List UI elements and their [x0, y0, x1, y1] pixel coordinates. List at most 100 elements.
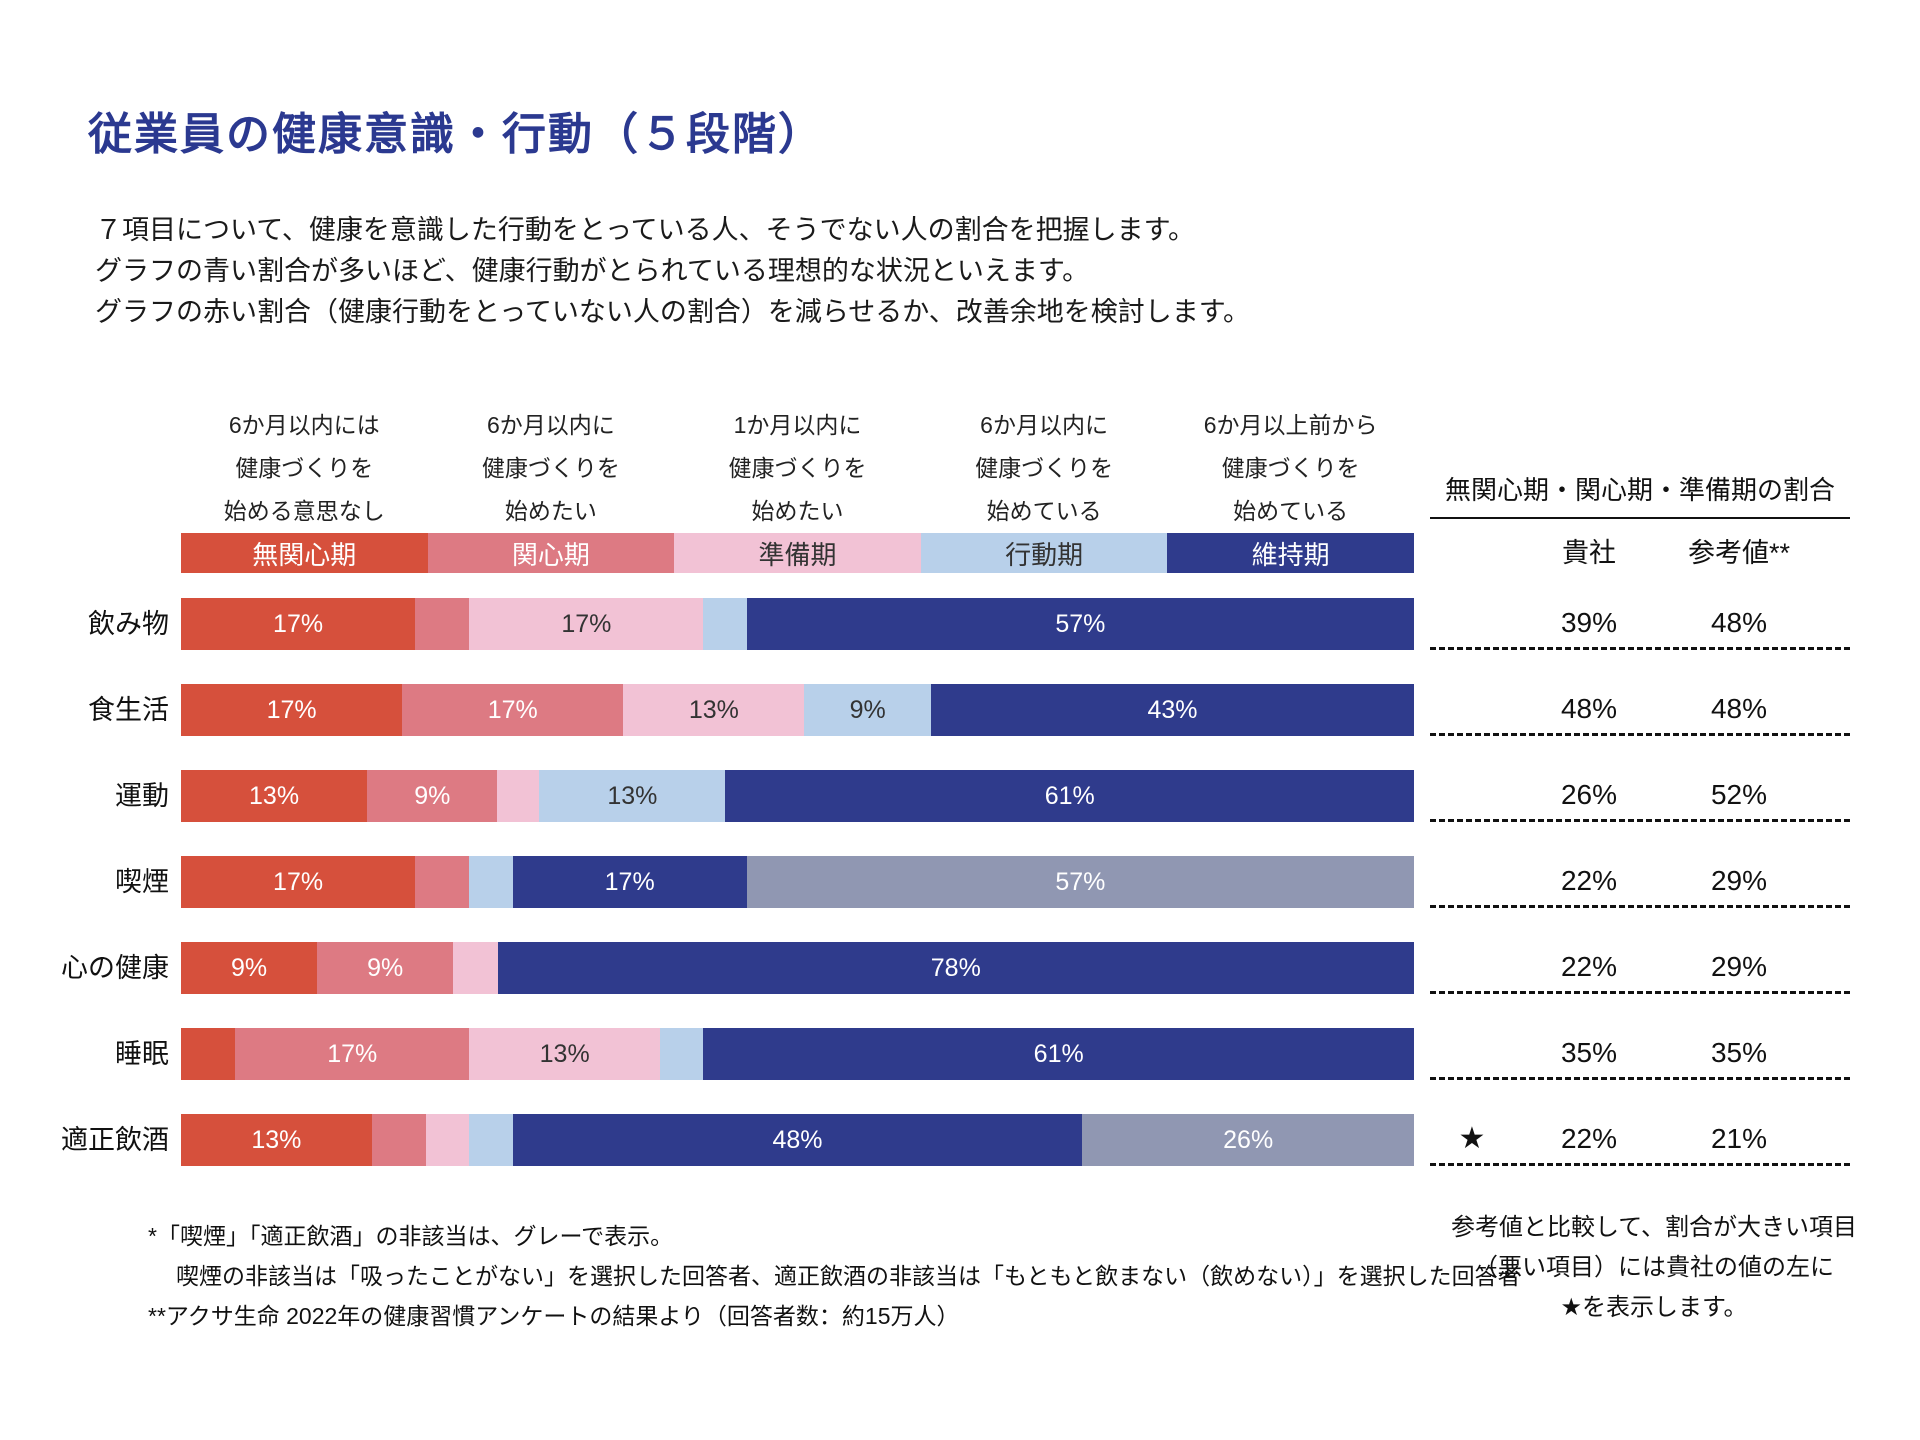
company-value: 35% — [1560, 1036, 1618, 1068]
star-note: 参考値と比較して、割合が大きい項目 （悪い項目）には貴社の値の左に ★を表示しま… — [1442, 1208, 1866, 1328]
bar-segment-kodoki — [660, 1028, 704, 1080]
company-column-label: 貴社 — [1562, 538, 1616, 568]
description-line: ７項目について、健康を意識した行動をとっている人、そうでない人の割合を把握します… — [95, 215, 1195, 245]
reference-value: 29% — [1710, 950, 1768, 982]
stacked-bar: 17% 17% 57% — [181, 856, 1415, 908]
company-value: 22% — [1560, 1122, 1618, 1154]
row-values: 48% 48% — [1430, 684, 1850, 736]
category-label: 喫煙 — [115, 867, 169, 897]
bar-segment-ijiki: 78% — [497, 942, 1414, 994]
bar-segment-kanshinki: 17% — [235, 1028, 470, 1080]
stage-header-line: 健康づくりを — [481, 455, 620, 481]
stage-header: 1か月以内に 健康づくりを 始めたい — [674, 404, 921, 533]
bar-segment-kanshinki: 17% — [402, 684, 624, 736]
stage-header-line: 始めたい — [504, 498, 597, 524]
chart-row: 運動 13% 9% 13% 61% 26% 52% — [0, 770, 1920, 822]
reference-column-label: 参考値** — [1687, 538, 1790, 568]
stage-header-line: 健康づくりを — [975, 455, 1114, 481]
bar-segment-junbiki: 13% — [623, 684, 805, 736]
row-values: 22% 29% — [1430, 856, 1850, 908]
star-note-line: （悪い項目）には貴社の値の左に — [1474, 1254, 1834, 1281]
description-line: グラフの青い割合が多いほど、健康行動がとられている理想的な状況といえます。 — [95, 256, 1090, 286]
row-values: 39% 48% — [1430, 598, 1850, 650]
bar-segment-kodoki: 9% — [804, 684, 932, 736]
category-label: 飲み物 — [88, 609, 169, 639]
bar-segment-ijiki: 43% — [931, 684, 1414, 736]
bar-segment-junbiki — [425, 1114, 470, 1166]
legend-item-junbiki: 準備期 — [674, 533, 921, 573]
bar-segment-kodoki — [469, 1114, 513, 1166]
chart-row: 心の健康 9% 9% 78% 22% 29% — [0, 942, 1920, 994]
bar-segment-mukanshinki: 17% — [181, 598, 416, 650]
stage-header: 6か月以内には 健康づくりを 始める意思なし — [181, 404, 428, 533]
reference-value: 48% — [1710, 692, 1768, 724]
bar-segment-gray: 57% — [746, 856, 1415, 908]
bar-segment-ijiki: 61% — [725, 770, 1415, 822]
bar-segment-mukanshinki: 13% — [181, 1114, 372, 1166]
bar-segment-junbiki: 13% — [469, 1028, 661, 1080]
stage-header-line: 始めている — [1233, 498, 1349, 524]
legend-item-mukanshinki: 無関心期 — [181, 533, 428, 573]
bar-segment-junbiki — [453, 942, 498, 994]
category-label: 睡眠 — [115, 1039, 169, 1069]
footnote-line: **アクサ生命 2022年の健康習慣アンケートの結果より（回答者数：約15万人） — [148, 1303, 960, 1329]
stage-header-line: 始めたい — [751, 498, 844, 524]
stage-header-line: 6か月以上前から — [1203, 412, 1378, 438]
bar-segment-ijiki: 61% — [703, 1028, 1414, 1080]
category-label: 適正飲酒 — [61, 1125, 169, 1155]
right-panel-title: 無関心期・関心期・準備期の割合 — [1430, 470, 1850, 519]
category-label: 食生活 — [88, 695, 169, 725]
company-value: 39% — [1560, 606, 1618, 638]
stacked-bar: 17% 17% 13% 9% 43% — [181, 684, 1414, 736]
bar-segment-mukanshinki: 13% — [181, 770, 368, 822]
stage-header: 6か月以上前から 健康づくりを 始めている — [1167, 404, 1414, 533]
bar-segment-mukanshinki: 17% — [181, 684, 403, 736]
right-panel-spacer — [1430, 531, 1514, 570]
company-value: 48% — [1560, 692, 1618, 724]
footnotes: *「喫煙」「適正飲酒」の非該当は、グレーで表示。 喫煙の非該当は「吸ったことがな… — [148, 1216, 1521, 1336]
stage-header: 6か月以内に 健康づくりを 始めたい — [428, 404, 675, 533]
right-panel-header: 無関心期・関心期・準備期の割合 貴社 参考値** — [1430, 470, 1850, 570]
star-marker: ★ — [1458, 1122, 1486, 1155]
stage-header: 6か月以内に 健康づくりを 始めている — [921, 404, 1168, 533]
description: ７項目について、健康を意識した行動をとっている人、そうでない人の割合を把握します… — [95, 210, 1250, 333]
stage-header-line: 6か月以内に — [486, 412, 615, 438]
reference-value: 35% — [1710, 1036, 1768, 1068]
category-label: 運動 — [115, 781, 169, 811]
chart-row: 喫煙 17% 17% 57% 22% 29% — [0, 856, 1920, 908]
chart-row: 適正飲酒 13% 48% 26% ★ 22% 21% — [0, 1114, 1920, 1166]
bar-segment-kanshinki — [415, 598, 470, 650]
chart-row: 睡眠 17% 13% 61% 35% 35% — [0, 1028, 1920, 1080]
stage-header-line: 1か月以内に — [733, 412, 862, 438]
legend-item-kanshinki: 関心期 — [427, 533, 675, 573]
reference-value: 52% — [1710, 778, 1768, 810]
bar-segment-mukanshinki — [181, 1028, 236, 1080]
stacked-bar: 17% 13% 61% — [181, 1028, 1414, 1080]
stacked-bar: 9% 9% 78% — [181, 942, 1414, 994]
bar-segment-kodoki — [703, 598, 747, 650]
stage-headers: 6か月以内には 健康づくりを 始める意思なし 6か月以内に 健康づくりを 始めたい 1か月以… — [181, 404, 1414, 533]
stage-header-line: 始めている — [986, 498, 1102, 524]
reference-value: 48% — [1710, 606, 1768, 638]
bar-segment-kanshinki — [415, 856, 470, 908]
right-panel-columns: 貴社 参考値** — [1430, 531, 1850, 570]
bar-segment-ijiki: 17% — [512, 856, 747, 908]
page-title: 従業員の健康意識・行動（５段階） — [88, 110, 824, 159]
bar-segment-kanshinki — [371, 1114, 426, 1166]
stage-header-line: 始める意思なし — [223, 498, 385, 524]
row-values: 26% 52% — [1430, 770, 1850, 822]
row-values: 22% 29% — [1430, 942, 1850, 994]
company-value: 26% — [1560, 778, 1618, 810]
row-values: ★ 22% 21% — [1430, 1114, 1850, 1166]
chart-row: 飲み物 17% 17% 57% 39% 48% — [0, 598, 1920, 650]
stage-header-line: 6か月以内に — [980, 412, 1108, 438]
company-value: 22% — [1560, 950, 1618, 982]
footnote-line: 喫煙の非該当は「吸ったことがない」を選択した回答者、適正飲酒の非該当は「もともと… — [176, 1263, 1521, 1289]
stage-header-line: 健康づくりを — [1221, 455, 1360, 481]
bar-segment-junbiki — [497, 770, 540, 822]
bar-segment-kanshinki: 9% — [317, 942, 454, 994]
bar-segment-junbiki: 17% — [469, 598, 704, 650]
stage-header-line: 健康づくりを — [235, 455, 374, 481]
bar-segment-ijiki: 48% — [512, 1114, 1083, 1166]
